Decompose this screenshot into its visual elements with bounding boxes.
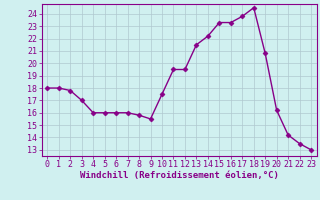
X-axis label: Windchill (Refroidissement éolien,°C): Windchill (Refroidissement éolien,°C)	[80, 171, 279, 180]
